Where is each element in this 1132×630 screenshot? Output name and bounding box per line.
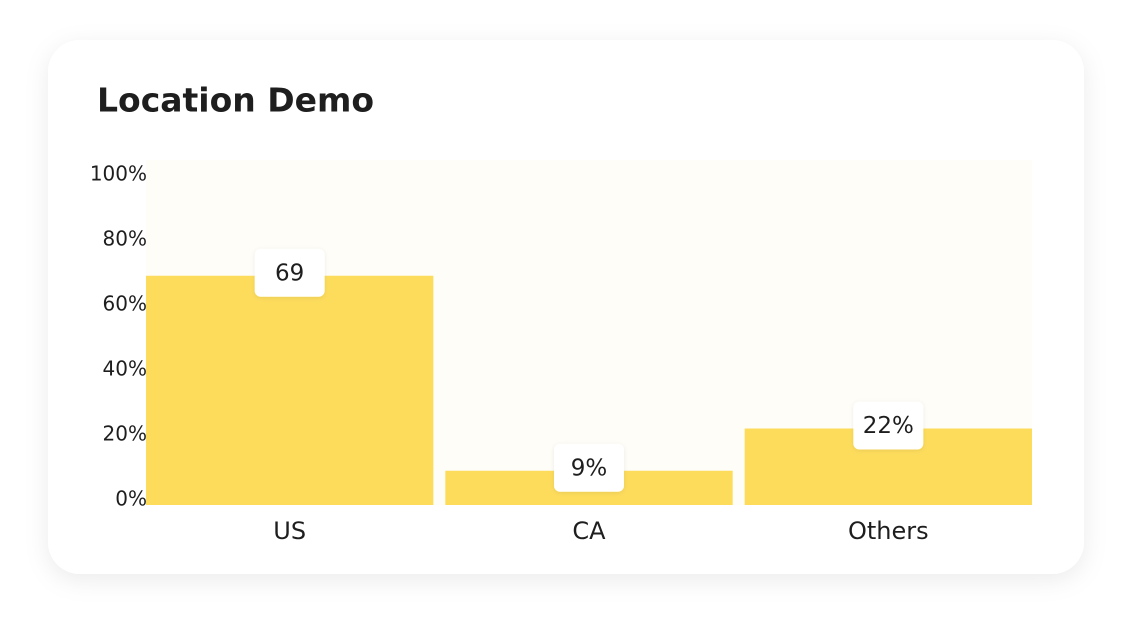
value-label: 9% xyxy=(571,455,608,481)
y-tick-label: 80% xyxy=(103,227,147,251)
y-tick-label: 100% xyxy=(90,162,147,186)
y-tick-label: 60% xyxy=(103,292,147,316)
x-tick-label: CA xyxy=(572,517,606,545)
value-label-box xyxy=(554,443,624,492)
chart-title: Location Demo xyxy=(97,81,374,120)
x-tick-label: Others xyxy=(848,517,929,545)
x-tick-label: US xyxy=(273,517,306,545)
y-tick-label: 20% xyxy=(103,422,147,446)
value-label-box xyxy=(853,401,924,450)
y-tick-label: 0% xyxy=(115,487,147,511)
value-label-box xyxy=(254,248,325,297)
bar xyxy=(146,275,434,505)
y-tick-label: 40% xyxy=(103,357,147,381)
value-label: 22% xyxy=(863,413,914,439)
value-label: 69 xyxy=(275,260,304,286)
